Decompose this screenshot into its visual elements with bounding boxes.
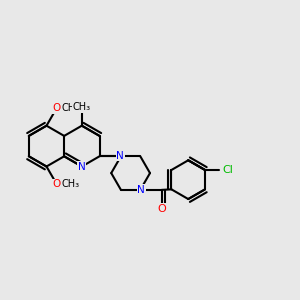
- Text: CH₃: CH₃: [62, 179, 80, 189]
- Text: O: O: [52, 179, 61, 189]
- Text: Cl: Cl: [222, 165, 233, 175]
- Text: N: N: [78, 161, 86, 172]
- Text: O: O: [157, 204, 166, 214]
- Text: CH₃: CH₃: [62, 103, 80, 113]
- Text: N: N: [116, 151, 124, 161]
- Text: N: N: [137, 185, 145, 195]
- Text: O: O: [52, 103, 61, 113]
- Text: CH₃: CH₃: [73, 102, 91, 112]
